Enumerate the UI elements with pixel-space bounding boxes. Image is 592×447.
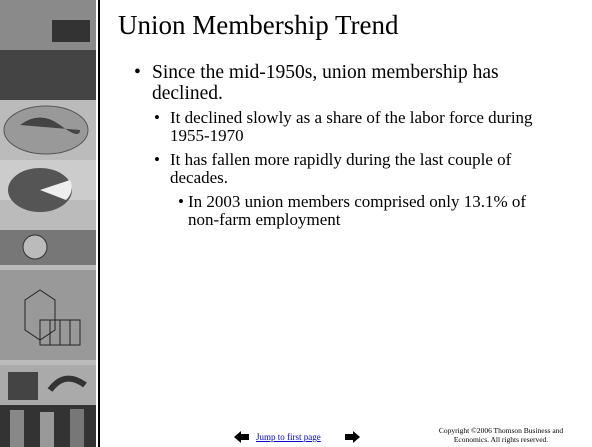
bullet: It has fallen more rapidly during the la… [130,150,550,188]
prev-arrow[interactable] [234,431,250,443]
jump-link[interactable]: Jump to first page [256,432,321,442]
slide-title: Union Membership Trend [118,10,399,40]
sidebar-images [0,0,96,447]
bullet: It declined slowly as a share of the lab… [130,108,550,146]
bullet: Since the mid-1950s, union membership ha… [130,62,550,104]
copyright: Copyright ©2006 Thomson Business and Eco… [438,426,564,444]
divider [98,0,100,447]
bullet: In 2003 union members comprised only 13.… [130,192,550,230]
next-arrow[interactable] [344,431,360,443]
bullet-list: Since the mid-1950s, union membership ha… [130,62,550,234]
